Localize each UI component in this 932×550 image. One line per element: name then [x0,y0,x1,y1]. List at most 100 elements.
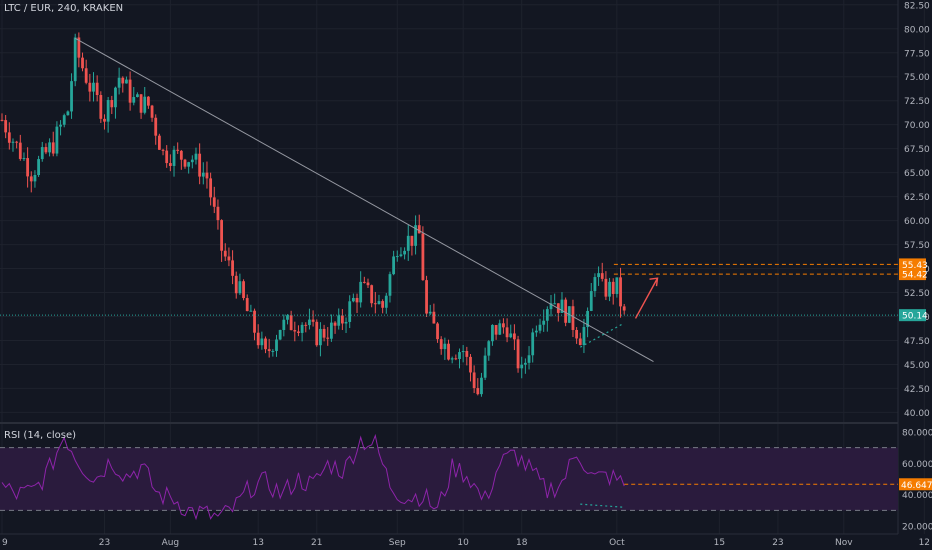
time-tick-label: Oct [609,538,625,548]
arrow-head [649,277,659,287]
candle-body [304,324,308,326]
candle-body [454,358,458,360]
candle-body [340,315,344,324]
candle-body [194,153,198,160]
candle-body [597,273,600,278]
candle-body [132,97,136,103]
time-axis[interactable]: 923Aug1321Sep1018Oct1523Nov1220 [2,538,932,548]
candle-body [523,362,527,365]
candle-body [355,297,359,303]
price-tick-label: 77.50 [904,49,930,59]
divergence-line-rsi [580,503,625,508]
candle-body [187,162,191,167]
candle-body [37,159,40,175]
candle-body [399,254,403,257]
candle-body [333,322,337,326]
candle-body [461,350,465,353]
price-tick-label: 42.50 [904,385,930,395]
candle-body [267,349,271,352]
time-tick-label: Sep [389,538,406,548]
candle-body [428,311,432,314]
overlays[interactable] [0,37,898,363]
candle-body [450,358,454,360]
rsi-value-badge [899,478,932,491]
price-tick-label: 57.50 [904,241,930,251]
candle-body [578,338,582,346]
candle-body [121,77,125,84]
candle-body [571,306,575,330]
candle-body [465,350,469,357]
candle-body [315,321,319,346]
candle-body [622,306,626,311]
price-tick-label: 62.50 [904,193,930,203]
candle-body [300,324,304,333]
candle-body [545,309,549,321]
candle-body [615,277,619,294]
candle-body [125,79,128,84]
candle-body [377,301,381,305]
candle-body [600,273,604,279]
price-axis[interactable]: 82.50 80.00 77.50 75.00 72.50 70.00 67.50 65.00… [899,1,930,419]
candle-body [44,147,48,153]
candle-body [84,68,88,83]
candle-body [337,315,341,326]
candle-body [40,147,44,160]
candle-body [172,149,176,166]
candle-body [362,281,366,283]
candle-body [319,328,322,346]
candle-body [29,176,33,182]
candle-body [392,256,396,275]
resistance-high-badge [899,258,926,271]
candle-body [608,281,611,297]
rsi-pane[interactable] [1,433,898,521]
candle-body [70,81,73,112]
current-price-badge [899,309,926,322]
candle-body [275,339,278,351]
candle-body [480,377,483,395]
candle-body [417,225,421,234]
candle-body [516,339,520,369]
time-tick-label: 23 [99,538,110,548]
candle-body [15,141,19,143]
candle-body [311,319,315,322]
candle-body [11,141,15,143]
candle-body [73,37,77,82]
candle-body [447,343,450,360]
candle-body [351,297,355,302]
candle-body [154,117,158,136]
candle-body [421,233,425,281]
rsi-tick-label: 40.0000 [902,491,932,501]
candle-body [201,172,205,177]
candle-body [403,250,406,255]
time-tick-label: 23 [772,538,783,548]
candle-body [77,37,81,58]
candle-body [487,341,491,356]
candle-body [531,332,535,356]
candle-body [513,333,516,340]
candle-body [223,250,227,257]
time-tick-label: Aug [162,538,180,548]
price-tick-label: 82.50 [904,1,930,11]
candle-body [414,225,417,246]
candle-body [157,135,161,150]
rsi-value-label: 46.6473 [901,481,932,491]
candle-body [611,281,615,294]
rsi-background [0,447,898,511]
candle-body [505,327,509,338]
candle-body [491,324,494,342]
candle-body [527,355,531,363]
price-tick-label: 40.00 [904,409,930,419]
price-tick-label: 67.50 [904,145,930,155]
candle-body [553,303,557,305]
candle-body [150,105,154,118]
candle-body [395,256,399,258]
rsi-tick-label: 80.0000 [902,428,932,438]
trendline [74,37,654,363]
grid-lines [0,0,925,535]
candle-body [147,96,150,106]
candle-body [245,298,249,312]
candle-body [286,315,289,320]
candles[interactable] [0,32,626,397]
candle-body [282,319,286,330]
